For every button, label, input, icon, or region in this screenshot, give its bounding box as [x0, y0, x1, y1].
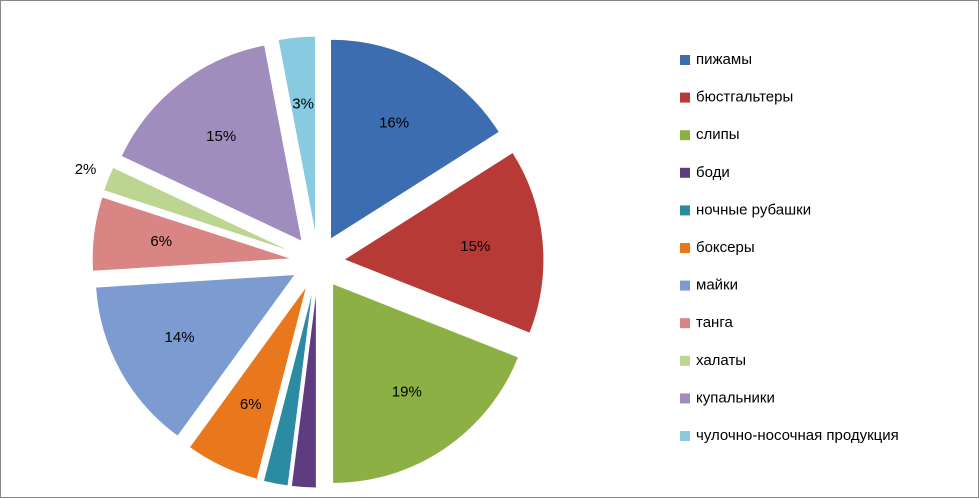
legend-swatch [680, 205, 690, 216]
legend-swatch [680, 130, 690, 141]
slice-label: 19% [392, 384, 422, 401]
pie-slice [277, 35, 317, 237]
pie-slice [290, 287, 317, 489]
pie-slice [188, 285, 308, 480]
slice-label: 2% [75, 161, 97, 178]
pie-slice [332, 282, 520, 485]
legend-swatch [680, 243, 690, 253]
legend-label: слипы [696, 126, 740, 143]
legend-label: ночные рубашки [696, 201, 811, 218]
legend-swatch [680, 280, 690, 291]
slice-label: 3% [292, 96, 314, 113]
pie-slice [120, 44, 303, 243]
legend-label: купальники [696, 389, 775, 406]
legend-swatch [680, 55, 690, 65]
slice-label: 6% [150, 233, 172, 250]
legend-swatch [680, 92, 690, 103]
legend-swatch [680, 393, 690, 404]
pie-slice [102, 166, 295, 253]
slice-label: 15% [460, 238, 490, 255]
slice-label: 15% [206, 128, 236, 145]
legend-label: бюстгальтеры [696, 89, 793, 106]
pie-slice [95, 273, 297, 438]
pie-slice [330, 38, 501, 241]
legend-label: боксеры [696, 239, 755, 256]
legend-label: халаты [696, 352, 746, 369]
legend-label: танга [696, 314, 733, 331]
legend-label: пижамы [696, 51, 752, 68]
slice-label: 14% [165, 329, 195, 346]
legend-swatch [680, 431, 690, 441]
legend-label: чулочно-носочная продукция [696, 427, 899, 444]
legend-swatch [680, 318, 690, 329]
legend-label: майки [696, 277, 738, 294]
legend-label: боди [696, 164, 730, 181]
pie-slice [342, 151, 545, 334]
legend-swatch [680, 167, 690, 178]
slice-label: 6% [240, 396, 262, 413]
pie-slice [91, 196, 293, 272]
pie-slice [262, 287, 314, 487]
legend-swatch [680, 355, 690, 366]
slice-label: 16% [379, 115, 409, 132]
